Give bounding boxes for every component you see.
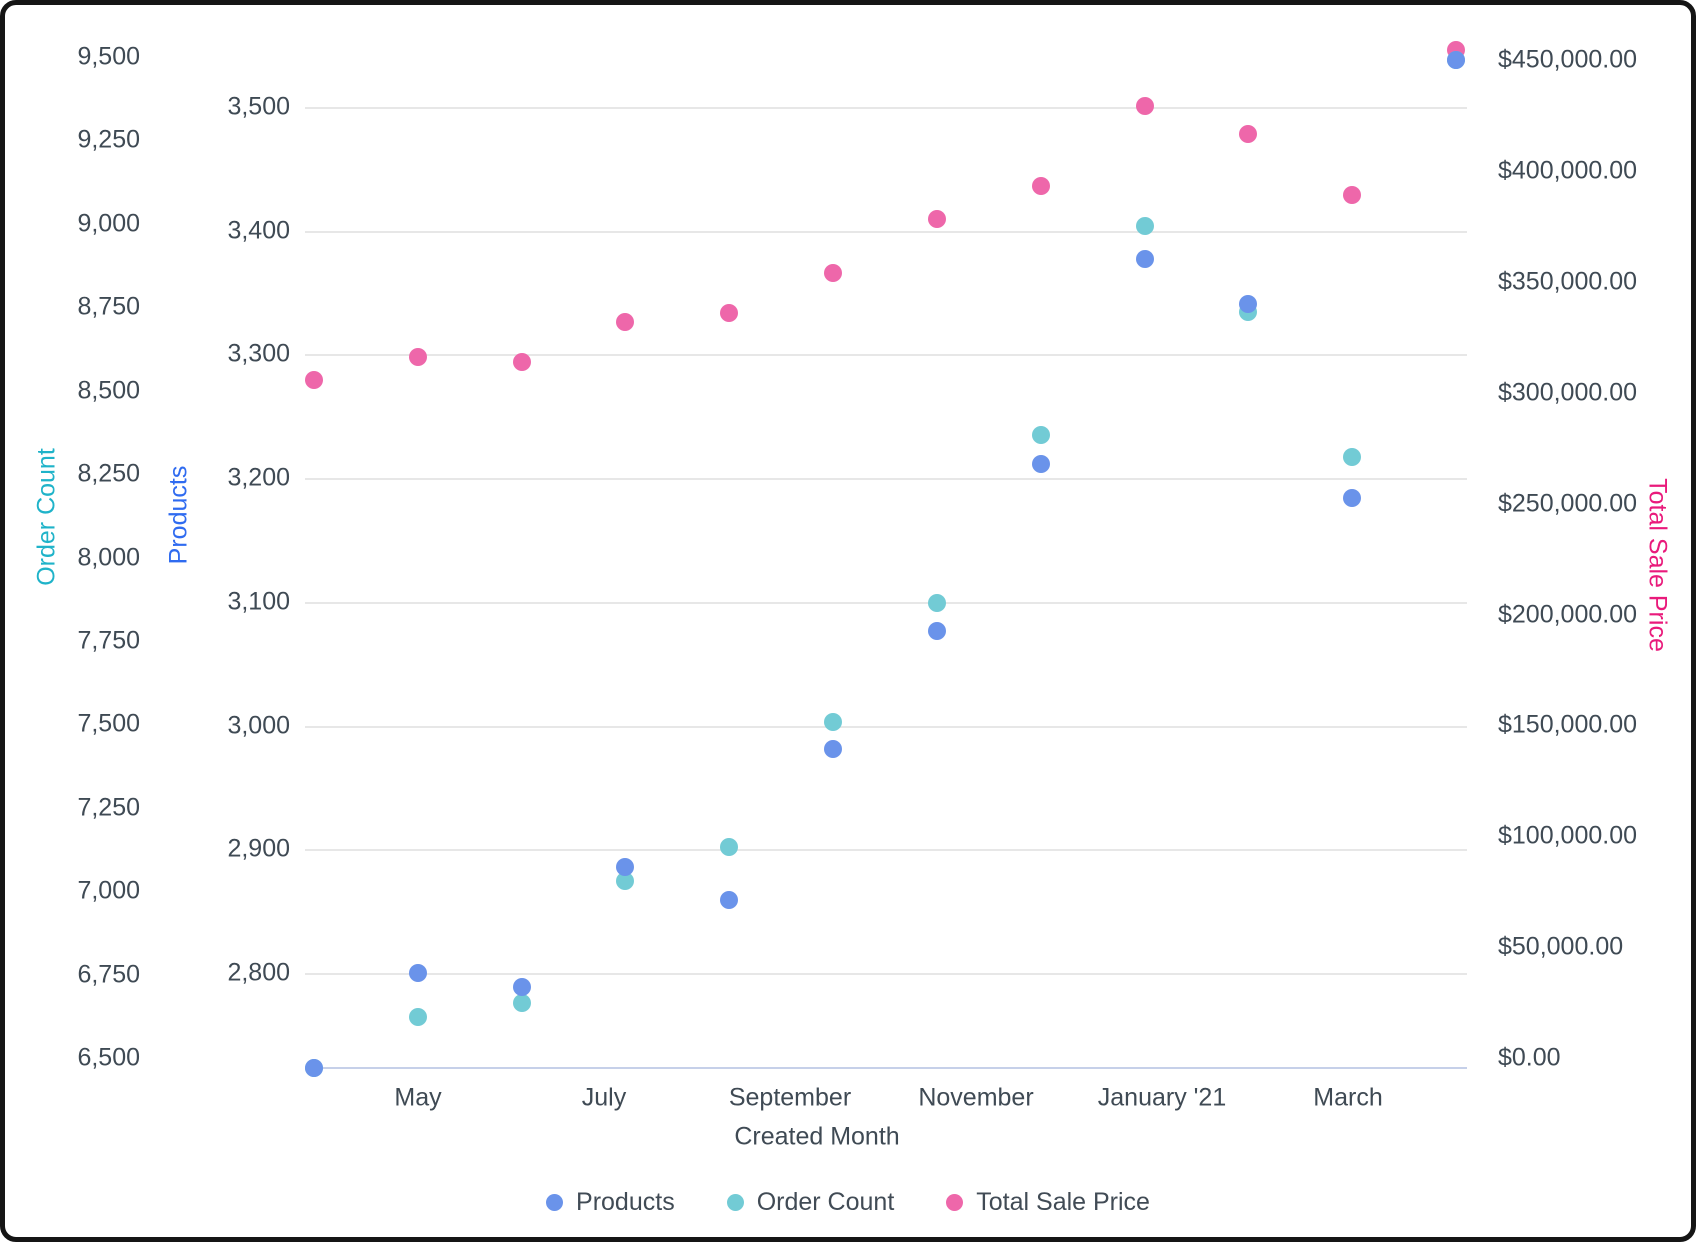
data-point-total-sale-price-october[interactable]	[928, 210, 946, 228]
order-count-tick: 8,250	[77, 459, 140, 488]
gridline	[305, 602, 1467, 604]
x-axis-line	[305, 1067, 1467, 1069]
data-point-order-count-may[interactable]	[409, 1008, 427, 1026]
total-sale-price-tick: $450,000.00	[1498, 45, 1638, 74]
legend-label: Order Count	[756, 1188, 895, 1216]
products-tick: 3,000	[227, 711, 290, 740]
data-point-order-count-november[interactable]	[1032, 426, 1050, 444]
data-point-products-october[interactable]	[928, 622, 946, 640]
x-axis-tick: September	[728, 1083, 852, 1112]
data-point-products-july[interactable]	[616, 858, 634, 876]
data-point-order-count-july[interactable]	[616, 872, 634, 890]
products-tick: 2,900	[227, 834, 290, 863]
data-point-products-november[interactable]	[1032, 455, 1050, 473]
legend-item-total-sale-price[interactable]: Total Sale Price	[946, 1188, 1150, 1217]
data-point-products-june[interactable]	[513, 978, 531, 996]
legend-dot-icon	[946, 1194, 964, 1211]
gridline	[305, 478, 1467, 480]
order-count-axis-title: Order Count	[32, 448, 61, 586]
data-point-total-sale-price-may[interactable]	[409, 348, 427, 366]
legend-label: Products	[576, 1188, 675, 1216]
data-point-order-count-june[interactable]	[513, 994, 531, 1012]
data-point-order-count-february[interactable]	[1343, 448, 1361, 466]
x-axis-title: Created Month	[734, 1122, 900, 1151]
legend: Products Order Count Total Sale Price	[5, 1188, 1691, 1217]
order-count-tick: 9,500	[77, 42, 140, 71]
total-sale-price-tick: $100,000.00	[1498, 821, 1638, 850]
order-count-tick: 9,000	[77, 209, 140, 238]
total-sale-price-tick: $350,000.00	[1498, 267, 1638, 296]
gridline	[305, 849, 1467, 851]
data-point-total-sale-price-april[interactable]	[305, 371, 323, 389]
data-point-total-sale-price-september[interactable]	[824, 264, 842, 282]
data-point-products-september[interactable]	[824, 740, 842, 758]
legend-dot-icon	[546, 1194, 564, 1211]
total-sale-price-tick: $250,000.00	[1498, 489, 1638, 518]
gridline	[305, 231, 1467, 233]
products-tick: 3,200	[227, 463, 290, 492]
total-sale-price-tick: $400,000.00	[1498, 156, 1638, 185]
order-count-tick: 8,500	[77, 376, 140, 405]
total-sale-price-tick: $200,000.00	[1498, 600, 1638, 629]
order-count-tick: 7,500	[77, 709, 140, 738]
data-point-products-may[interactable]	[409, 964, 427, 982]
data-point-products-april[interactable]	[305, 1059, 323, 1077]
data-point-order-count-september[interactable]	[824, 713, 842, 731]
order-count-tick: 7,000	[77, 876, 140, 905]
order-count-tick: 6,500	[77, 1043, 140, 1072]
data-point-total-sale-price-june[interactable]	[513, 353, 531, 371]
total-sale-price-tick: $300,000.00	[1498, 378, 1638, 407]
legend-label: Total Sale Price	[976, 1188, 1150, 1216]
x-axis-tick: March	[1313, 1083, 1383, 1112]
data-point-total-sale-price-november[interactable]	[1032, 177, 1050, 195]
data-point-total-sale-price-february[interactable]	[1343, 186, 1361, 204]
data-point-products-march[interactable]	[1447, 51, 1465, 69]
order-count-tick: 9,250	[77, 125, 140, 154]
x-axis-tick: January '21	[1097, 1083, 1227, 1112]
total-sale-price-axis-title: Total Sale Price	[1643, 478, 1672, 652]
total-sale-price-tick: $0.00	[1498, 1043, 1561, 1072]
data-point-total-sale-price-january-21[interactable]	[1239, 125, 1257, 143]
order-count-tick: 8,000	[77, 543, 140, 572]
data-point-products-december[interactable]	[1136, 250, 1154, 268]
gridline	[305, 354, 1467, 356]
legend-item-order-count[interactable]: Order Count	[726, 1188, 895, 1217]
data-point-order-count-december[interactable]	[1136, 217, 1154, 235]
total-sale-price-tick: $150,000.00	[1498, 710, 1638, 739]
x-axis-tick: November	[918, 1083, 1034, 1112]
data-point-products-august[interactable]	[720, 891, 738, 909]
products-tick: 3,300	[227, 339, 290, 368]
products-tick: 3,100	[227, 587, 290, 616]
data-point-products-february[interactable]	[1343, 489, 1361, 507]
products-tick: 3,500	[227, 92, 290, 121]
data-point-total-sale-price-july[interactable]	[616, 313, 634, 331]
data-point-total-sale-price-december[interactable]	[1136, 97, 1154, 115]
total-sale-price-tick: $50,000.00	[1498, 932, 1624, 961]
x-axis-tick: July	[581, 1083, 627, 1112]
legend-item-products[interactable]: Products	[546, 1188, 675, 1217]
data-point-products-january-21[interactable]	[1239, 295, 1257, 313]
data-point-total-sale-price-august[interactable]	[720, 304, 738, 322]
order-count-tick: 8,750	[77, 292, 140, 321]
data-point-order-count-august[interactable]	[720, 838, 738, 856]
products-tick: 2,800	[227, 958, 290, 987]
legend-dot-icon	[726, 1194, 744, 1211]
products-tick: 3,400	[227, 216, 290, 245]
gridline	[305, 726, 1467, 728]
data-point-order-count-october[interactable]	[928, 594, 946, 612]
order-count-tick: 6,750	[77, 960, 140, 989]
gridline	[305, 973, 1467, 975]
gridline	[305, 107, 1467, 109]
products-axis-title: Products	[164, 465, 193, 565]
x-axis-tick: May	[394, 1083, 442, 1112]
order-count-tick: 7,750	[77, 626, 140, 655]
order-count-tick: 7,250	[77, 793, 140, 822]
